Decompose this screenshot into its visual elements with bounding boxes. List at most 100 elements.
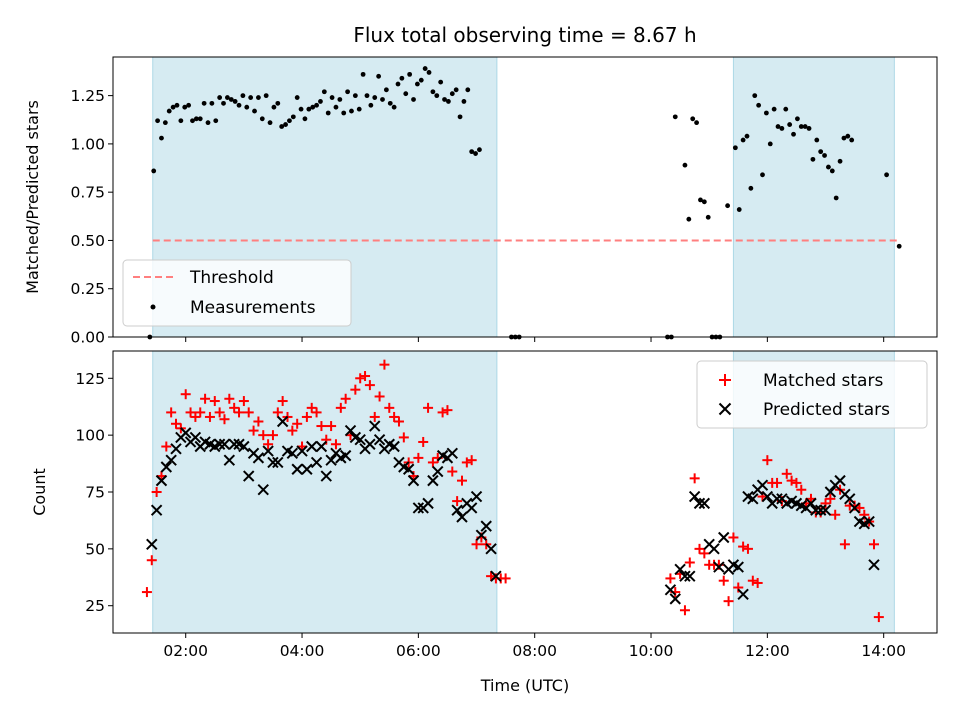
measurement-point	[414, 81, 420, 87]
measurement-point	[333, 104, 339, 110]
measurement-point	[360, 71, 366, 77]
matched-point	[423, 402, 434, 413]
predicted-point	[306, 440, 318, 453]
matched-point	[427, 457, 438, 468]
predicted-point	[339, 449, 352, 462]
matched-point	[229, 402, 240, 413]
matched-point	[389, 411, 400, 422]
predicted-point	[272, 456, 284, 469]
measurement-point	[672, 114, 678, 120]
x-axis-label: Time (UTC)	[480, 676, 569, 695]
measurement-point	[325, 110, 331, 116]
y-tick-label: 0.25	[70, 280, 105, 298]
count-legend: Matched stars Predicted stars	[696, 360, 928, 429]
matched-point	[316, 421, 327, 432]
matched-point	[689, 473, 700, 484]
matched-point	[796, 484, 807, 495]
predicted-point	[388, 440, 400, 453]
matched-point	[219, 414, 230, 425]
measurement-point	[698, 197, 703, 203]
measurement-point	[263, 93, 269, 99]
measurement-point	[884, 172, 889, 178]
matched-point	[723, 596, 734, 607]
measurement-point	[395, 81, 401, 87]
measurement-point	[438, 79, 444, 85]
predicted-point	[708, 543, 720, 555]
matched-point	[272, 407, 283, 418]
observing-window-0	[152, 351, 497, 633]
predicted-point	[732, 561, 744, 573]
matched-point	[355, 373, 366, 384]
matched-point	[418, 436, 429, 447]
measurement-point	[826, 164, 831, 170]
measurement-point	[383, 87, 389, 93]
predicted-point	[698, 497, 711, 510]
measurement-point	[271, 104, 277, 110]
measurement-point	[434, 93, 440, 99]
predicted-point	[747, 493, 759, 505]
predicted-point	[432, 465, 444, 478]
predicted-point	[684, 570, 696, 582]
matched-point	[253, 416, 264, 427]
ratio-panel-frame	[112, 56, 938, 338]
measurement-point	[775, 124, 781, 129]
measurement-point	[798, 124, 804, 129]
measurement-point	[368, 102, 374, 108]
measurement-point	[732, 145, 738, 151]
measurement-point	[740, 137, 746, 143]
matched-point	[772, 477, 783, 488]
measurement-point	[477, 147, 482, 153]
measurement-point	[356, 106, 362, 112]
matched-point	[326, 421, 337, 432]
measurement-point	[387, 100, 393, 106]
measurement-point	[469, 149, 475, 155]
matched-point	[311, 407, 322, 418]
matched-point	[728, 532, 739, 543]
measurement-point	[791, 131, 796, 137]
matched-point	[238, 396, 249, 407]
matched-point	[161, 441, 172, 452]
measurement-point	[787, 122, 793, 127]
measurement-point	[833, 195, 839, 201]
matched-point	[195, 407, 206, 418]
measurement-point	[279, 124, 285, 129]
measurement-point	[298, 106, 304, 112]
matched-point	[442, 405, 453, 416]
y-tick-label: 125	[75, 370, 105, 388]
predicted-point	[373, 433, 386, 446]
predicted-point	[470, 490, 483, 503]
predicted-point	[664, 584, 677, 596]
measurement-point	[364, 93, 370, 99]
measurement-point	[756, 102, 762, 108]
ratio-legend-box	[122, 259, 352, 327]
measurement-point	[213, 118, 219, 124]
matched-point	[330, 439, 341, 450]
measurement-point	[725, 203, 731, 209]
predicted-point	[369, 420, 381, 432]
predicted-point	[868, 559, 880, 571]
matched-point	[393, 416, 404, 427]
count-y-axis-label: Count	[30, 468, 49, 516]
y-tick-label: 0.75	[70, 184, 105, 202]
matched-point	[287, 425, 298, 436]
matched-point	[292, 418, 303, 429]
matched-point	[718, 575, 729, 586]
matched-point	[873, 612, 884, 623]
predicted-point	[218, 438, 231, 450]
predicted-point	[344, 424, 357, 437]
measurement-point	[329, 95, 335, 100]
matched-point	[335, 402, 346, 413]
matched-point	[306, 402, 317, 413]
measurement-point	[426, 70, 432, 75]
matched-point	[384, 402, 395, 413]
predicted-point	[412, 502, 425, 514]
measurement-point	[193, 116, 199, 122]
y-tick-label: 75	[85, 484, 105, 502]
predicted-point	[814, 504, 827, 516]
measurement-point	[345, 89, 350, 95]
count-x-ticks: 02:00 04:00 06:00 08:00 10:00 12:00 14:00	[163, 633, 906, 660]
predicted-point	[243, 470, 255, 482]
matched-point	[679, 605, 690, 616]
measurement-point	[217, 95, 223, 100]
